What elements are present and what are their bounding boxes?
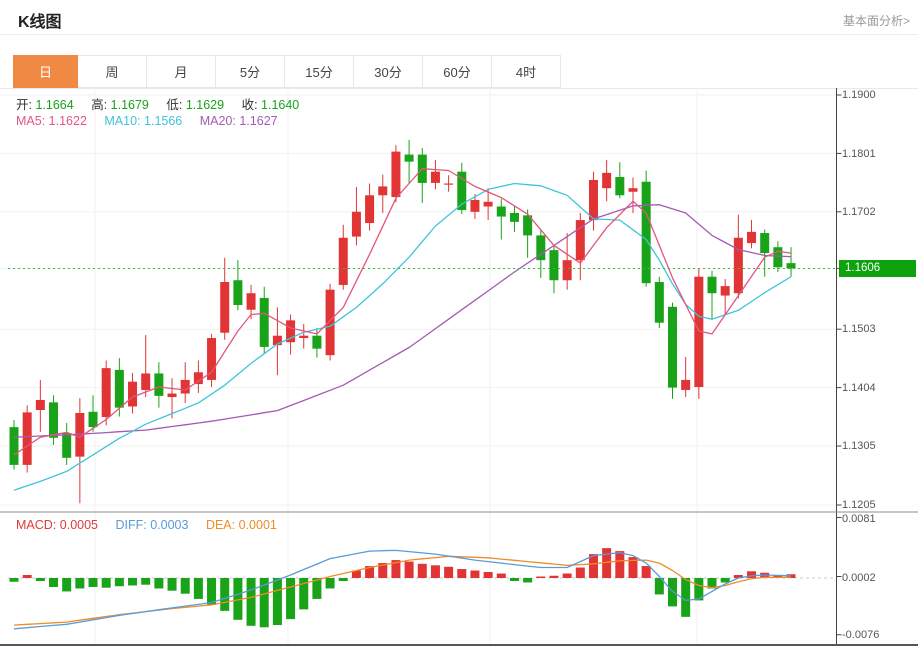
price-tick-1.1305: 1.1305 [842, 440, 876, 452]
macd-info: MACD: 0.0005 DIFF: 0.0003 DEA: 0.0001 [16, 518, 291, 532]
macd-tick-high: 0.0081 [842, 513, 876, 525]
price-tick-1.1503: 1.1503 [842, 323, 876, 335]
open-value: 1.1664 [35, 98, 74, 112]
tab-week[interactable]: 周 [78, 55, 147, 88]
tab-4hour[interactable]: 4时 [492, 55, 561, 88]
close-label: 收: [241, 98, 258, 112]
price-tick-1.1205: 1.1205 [842, 499, 876, 511]
chart-top-border [0, 88, 918, 89]
macd-tick-low: -0.0076 [842, 629, 880, 641]
price-tick-1.1702: 1.1702 [842, 206, 876, 218]
dea-value: 0.0001 [238, 518, 277, 532]
page-title: K线图 [18, 14, 62, 31]
high-label: 高: [91, 98, 108, 112]
ma10-value: 1.1566 [144, 114, 183, 128]
tab-5min[interactable]: 5分 [216, 55, 285, 88]
fundamental-analysis-link[interactable]: 基本面分析> [842, 14, 910, 28]
ma5-value: 1.1622 [48, 114, 87, 128]
price-tick-1.1900: 1.1900 [842, 89, 876, 101]
price-tick-1.1404: 1.1404 [842, 382, 876, 394]
diff-value: 0.0003 [150, 518, 189, 532]
tab-15min[interactable]: 15分 [285, 55, 354, 88]
ohlc-info: 开: 1.1664 高: 1.1679 低: 1.1629 收: 1.1640 [16, 94, 313, 113]
ma10-label: MA10: [104, 114, 141, 128]
current-price-tag: 1.1606 [839, 260, 916, 277]
ma5-label: MA5: [16, 114, 46, 128]
price-tick-1.1801: 1.1801 [842, 148, 876, 160]
tab-day[interactable]: 日 [13, 55, 78, 88]
low-label: 低: [166, 98, 183, 112]
header-divider [0, 34, 918, 35]
ma20-label: MA20: [199, 114, 236, 128]
ma-info: MA5: 1.1622 MA10: 1.1566 MA20: 1.1627 [16, 114, 292, 128]
macd-label: MACD: [16, 518, 57, 532]
tab-month[interactable]: 月 [147, 55, 216, 88]
dea-label: DEA: [205, 518, 236, 532]
macd-tick-zero: 0.0002 [842, 572, 876, 584]
diff-label: DIFF: [115, 518, 147, 532]
low-value: 1.1629 [185, 98, 225, 112]
tab-30min[interactable]: 30分 [354, 55, 423, 88]
high-value: 1.1679 [110, 98, 149, 112]
interval-tabbar: 日 周 月 5分 15分 30分 60分 4时 [13, 55, 561, 88]
macd-value: 0.0005 [59, 518, 98, 532]
close-value: 1.1640 [261, 98, 300, 112]
open-label: 开: [16, 98, 32, 112]
ma20-value: 1.1627 [239, 114, 278, 128]
tab-60min[interactable]: 60分 [423, 55, 492, 88]
